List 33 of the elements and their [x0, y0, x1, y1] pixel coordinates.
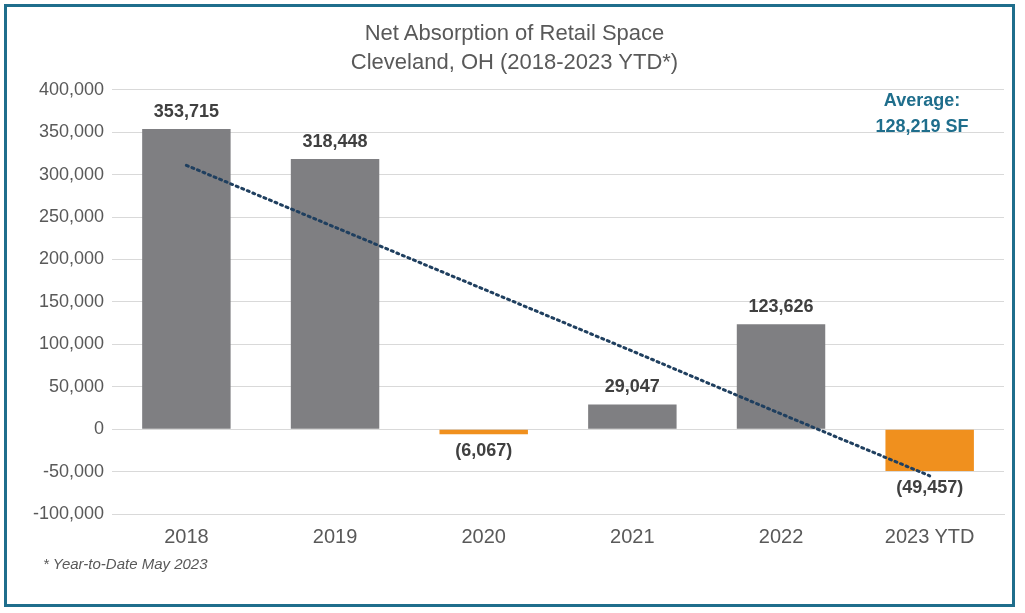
x-tick-label: 2022 — [758, 524, 804, 547]
x-tick-label: 2020 — [461, 524, 506, 547]
data-label: 123,626 — [748, 296, 814, 317]
y-tick-label: 100,000 — [38, 333, 105, 354]
data-label: (6,067) — [455, 440, 513, 461]
bar — [290, 158, 380, 429]
y-tick-label: 350,000 — [38, 121, 105, 142]
y-tick-label: -100,000 — [33, 502, 105, 523]
data-label: (49,457) — [896, 477, 964, 498]
x-tick-label: 2018 — [164, 524, 209, 547]
chart-subtitle: Cleveland, OH (2018-2023 YTD*) — [350, 48, 679, 74]
y-tick-label: 50,000 — [49, 375, 105, 396]
y-tick-label: 300,000 — [38, 163, 105, 184]
x-tick-label: 2021 — [610, 524, 655, 547]
x-tick-label: 2019 — [312, 524, 358, 547]
bar — [142, 129, 231, 429]
y-tick-label: 150,000 — [38, 290, 105, 311]
data-label: 29,047 — [604, 376, 660, 397]
x-tick-label: 2023 YTD — [884, 524, 975, 547]
y-tick-label: -50,000 — [43, 460, 105, 481]
line-series — [184, 163, 932, 478]
y-tick-label: 0 — [94, 418, 105, 439]
bar — [885, 429, 974, 472]
data-label: 353,715 — [153, 101, 219, 122]
y-tick-label: 200,000 — [38, 248, 105, 269]
data-label: 318,448 — [302, 130, 368, 151]
chart-title: Net Absorption of Retail Space — [364, 20, 665, 46]
y-tick-label: 400,000 — [38, 78, 105, 99]
bar — [588, 404, 677, 429]
y-tick-label: 250,000 — [38, 206, 105, 227]
annotation: Average: 128,219 SF — [875, 89, 969, 136]
text: * Year-to-Date May 2023 — [43, 555, 208, 572]
bar — [736, 324, 826, 429]
